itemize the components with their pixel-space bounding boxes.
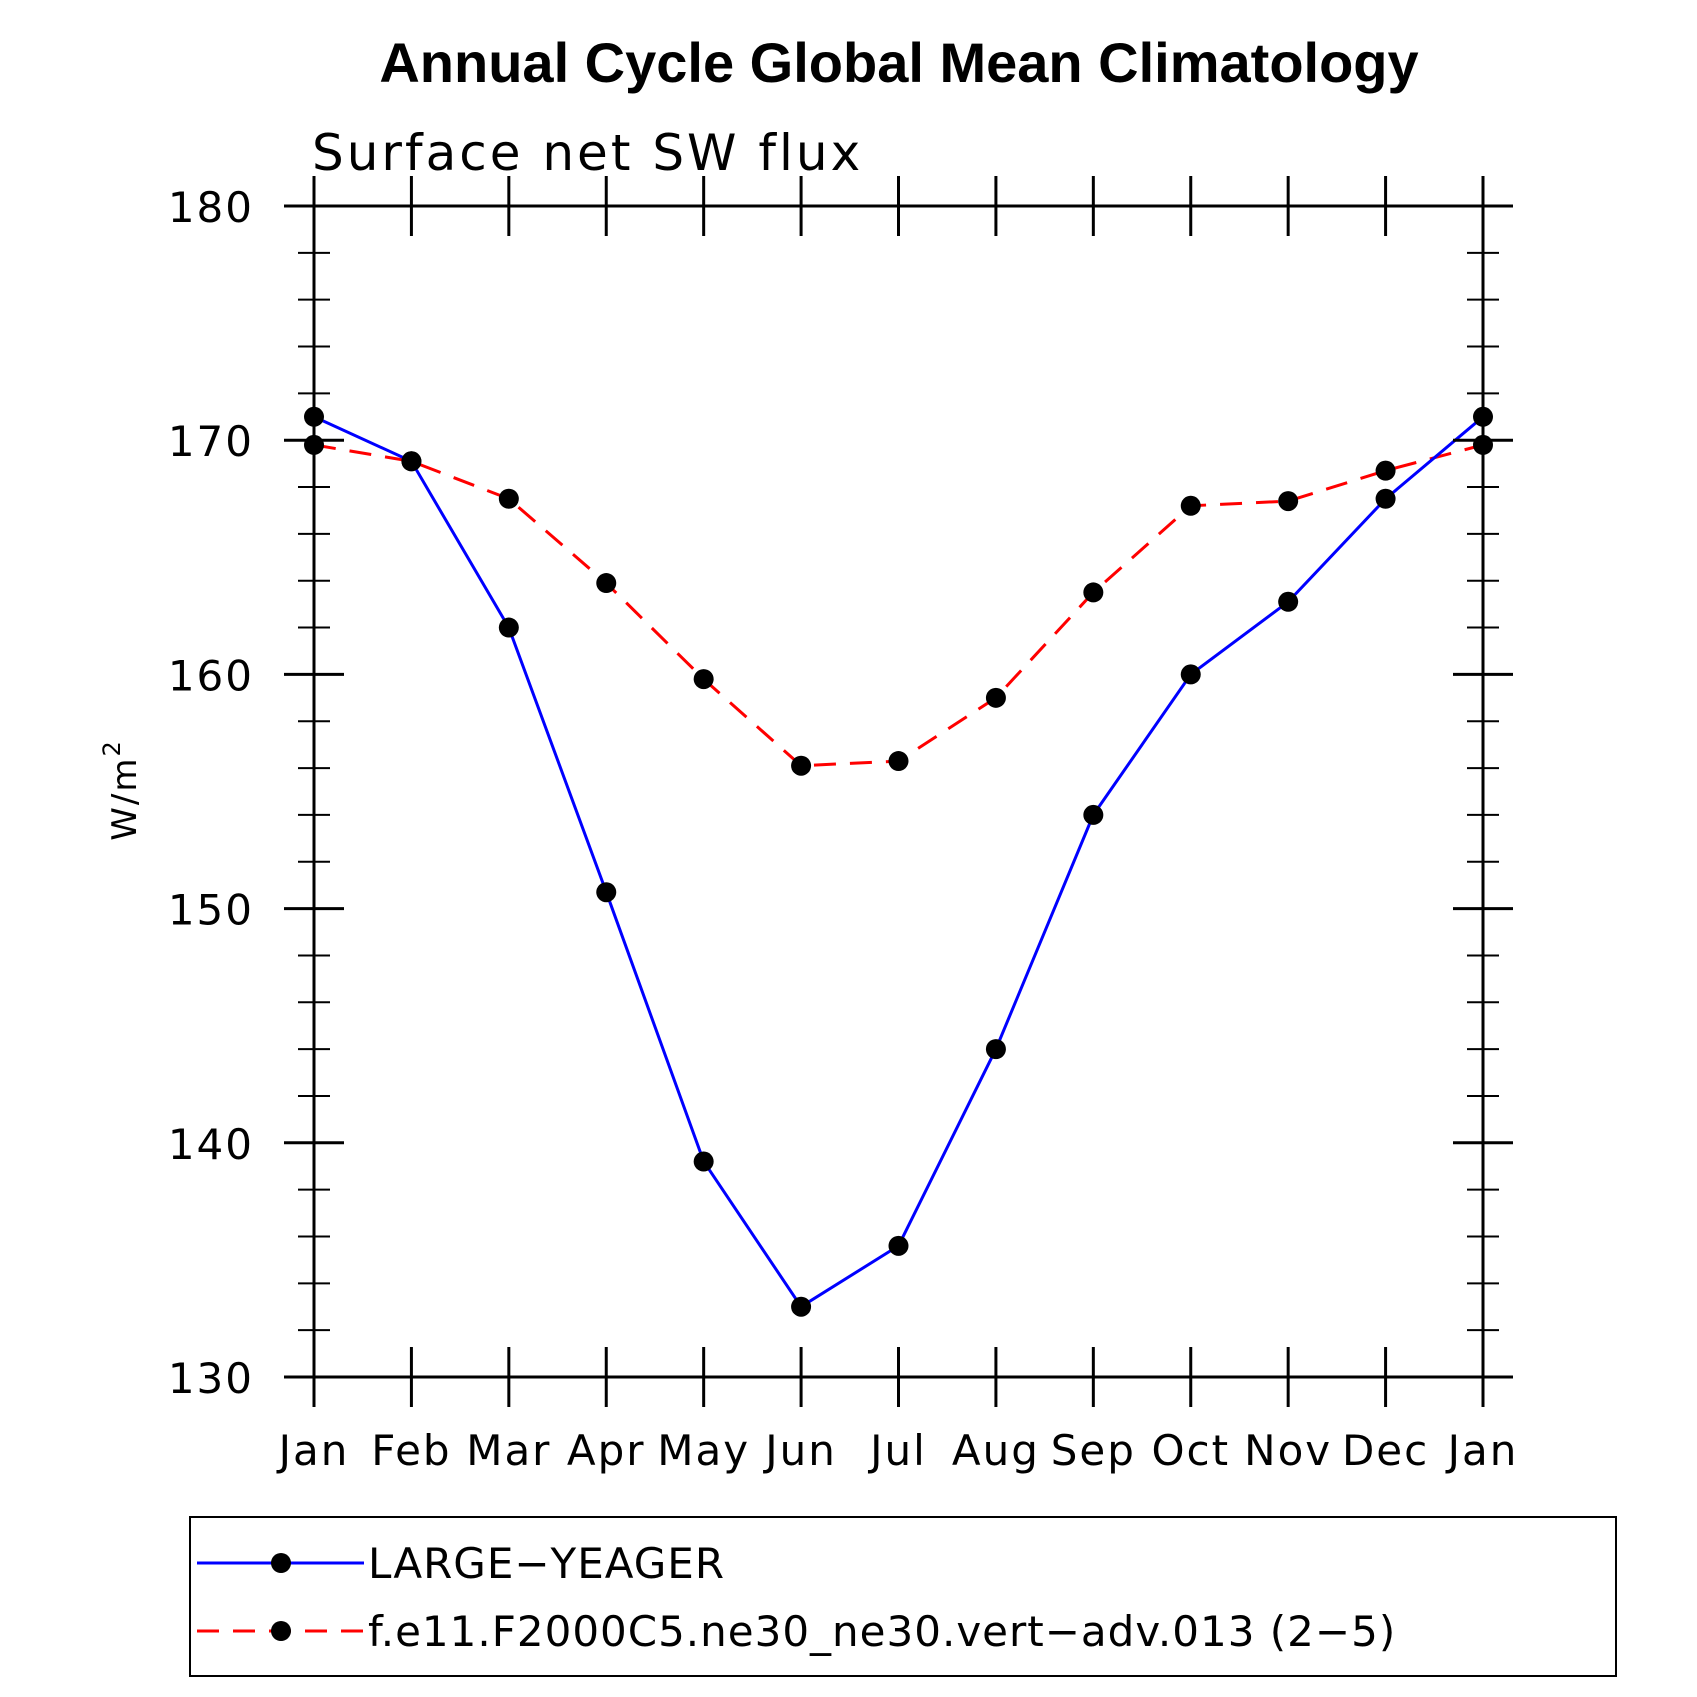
plot-frame — [312, 204, 1485, 1379]
y-axis-label-main: W/m — [105, 757, 145, 841]
legend: LARGE−YEAGER f.e11.F2000C5.ne30_ne30.vert… — [189, 1516, 1617, 1677]
series-line — [313, 443, 1484, 768]
x-tick-label: Jan — [276, 1426, 350, 1475]
data-point — [1375, 488, 1396, 509]
y-tick-label: 150 — [168, 886, 254, 935]
data-point — [693, 669, 714, 690]
data-point — [498, 617, 519, 638]
legend-label: LARGE−YEAGER — [368, 1539, 725, 1588]
data-point — [693, 1151, 714, 1172]
x-tick-label: Mar — [466, 1426, 551, 1475]
series-0 — [304, 406, 1493, 1317]
x-tick-label: Dec — [1342, 1426, 1429, 1475]
data-point — [985, 687, 1006, 708]
data-point — [1180, 664, 1201, 685]
data-point — [1278, 491, 1299, 512]
data-point — [498, 488, 519, 509]
y-axis-label-superscript: 2 — [98, 739, 126, 756]
data-point — [1083, 582, 1104, 603]
data-point — [596, 882, 617, 903]
x-tick-label: Apr — [567, 1426, 646, 1475]
legend-marker — [271, 1553, 291, 1573]
y-tick-label: 170 — [168, 417, 254, 466]
x-tick-label: Jun — [762, 1426, 837, 1475]
data-point — [1375, 460, 1396, 481]
legend-label: f.e11.F2000C5.ne30_ne30.vert−adv.013 (2−… — [368, 1607, 1396, 1656]
y-tick-label: 140 — [168, 1120, 254, 1169]
x-tick-label: Aug — [952, 1426, 1040, 1475]
data-point — [791, 1296, 812, 1317]
y-tick-label: 130 — [168, 1354, 254, 1403]
legend-box — [189, 1516, 1617, 1677]
x-tick-label: May — [657, 1426, 750, 1475]
data-point — [888, 751, 909, 772]
y-axis-label: W/m2 — [98, 739, 145, 840]
chart-title: Annual Cycle Global Mean Climatology — [379, 31, 1418, 94]
axes-layer: Jan Feb Mar Apr May Jun Jul Aug Sep Oct Nov Dec Jan 1… — [168, 176, 1519, 1475]
data-point — [791, 755, 812, 776]
data-point — [1083, 804, 1104, 825]
x-tick-label: Sep — [1051, 1426, 1136, 1475]
x-tick-label: Feb — [371, 1426, 451, 1475]
x-tick-label: Jul — [867, 1426, 927, 1475]
x-tick-label: Oct — [1151, 1426, 1230, 1475]
data-point — [1180, 495, 1201, 516]
data-point — [1278, 591, 1299, 612]
x-tick-label: Nov — [1244, 1426, 1332, 1475]
series-layer — [304, 406, 1493, 1317]
x-tick-label: Jan — [1445, 1426, 1519, 1475]
data-point — [888, 1235, 909, 1256]
y-tick-label: 160 — [168, 651, 254, 700]
y-tick-label: 180 — [168, 183, 254, 232]
series-1 — [304, 434, 1493, 776]
data-point — [401, 451, 422, 472]
data-point — [985, 1039, 1006, 1060]
series-line — [313, 415, 1484, 1309]
data-point — [596, 573, 617, 594]
legend-marker — [271, 1621, 291, 1641]
chart-subtitle: Surface net SW flux — [312, 124, 863, 182]
